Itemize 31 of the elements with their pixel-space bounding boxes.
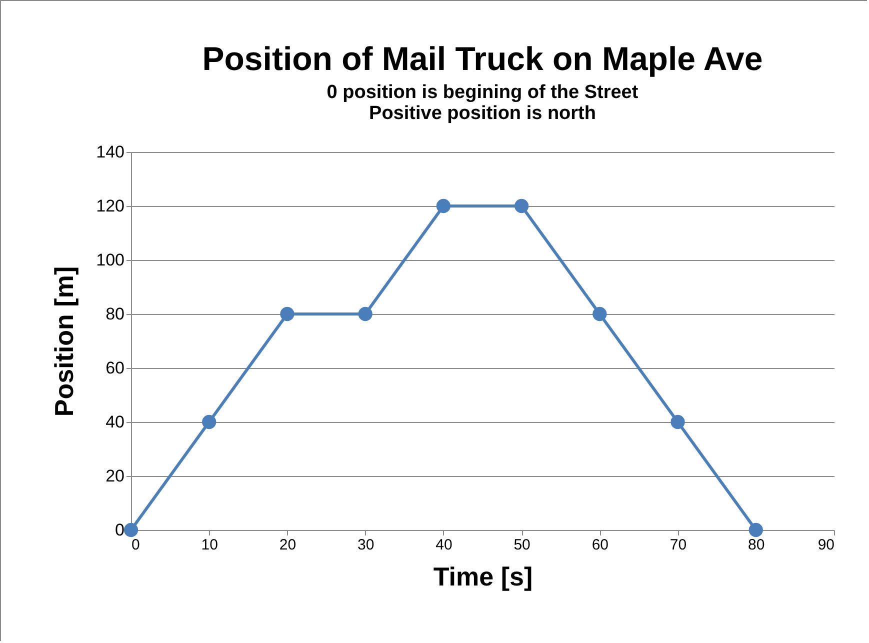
y-tick-label: 20 (106, 466, 124, 486)
x-tick-label: 30 (357, 536, 374, 554)
point (514, 198, 529, 214)
point (670, 414, 685, 430)
point (748, 522, 763, 538)
y-axis-title: Position [m] (49, 266, 80, 417)
point (436, 198, 451, 214)
point (124, 522, 138, 538)
x-axis-title: Time [s] (433, 562, 533, 592)
y-tick-label: 60 (106, 358, 124, 378)
y-tick-label: 100 (96, 250, 124, 270)
point (592, 306, 607, 322)
point (280, 306, 294, 322)
y-tick-label: 80 (106, 304, 124, 324)
x-tick-label: 60 (592, 536, 609, 554)
x-tick-label: 70 (670, 536, 687, 554)
y-tick-label: 140 (96, 142, 124, 162)
x-tick-label: 0 (132, 536, 140, 554)
point (358, 306, 372, 322)
y-tick-label: 0 (115, 520, 124, 540)
x-tick-label: 80 (748, 536, 765, 554)
x-tick-label: 40 (436, 536, 452, 554)
y-tick-label: 120 (96, 196, 124, 216)
point (202, 414, 216, 430)
chart-subtitle: 0 position is begining of the Street Positive position is north (326, 82, 639, 124)
x-tick-label: 90 (818, 536, 834, 554)
y-tick-label: 40 (106, 412, 124, 432)
x-tick-label: 10 (201, 536, 218, 554)
chart-title: Position of Mail Truck on Maple Ave (202, 40, 763, 77)
x-tick-label: 20 (279, 536, 296, 554)
x-tick-label: 50 (514, 536, 530, 554)
